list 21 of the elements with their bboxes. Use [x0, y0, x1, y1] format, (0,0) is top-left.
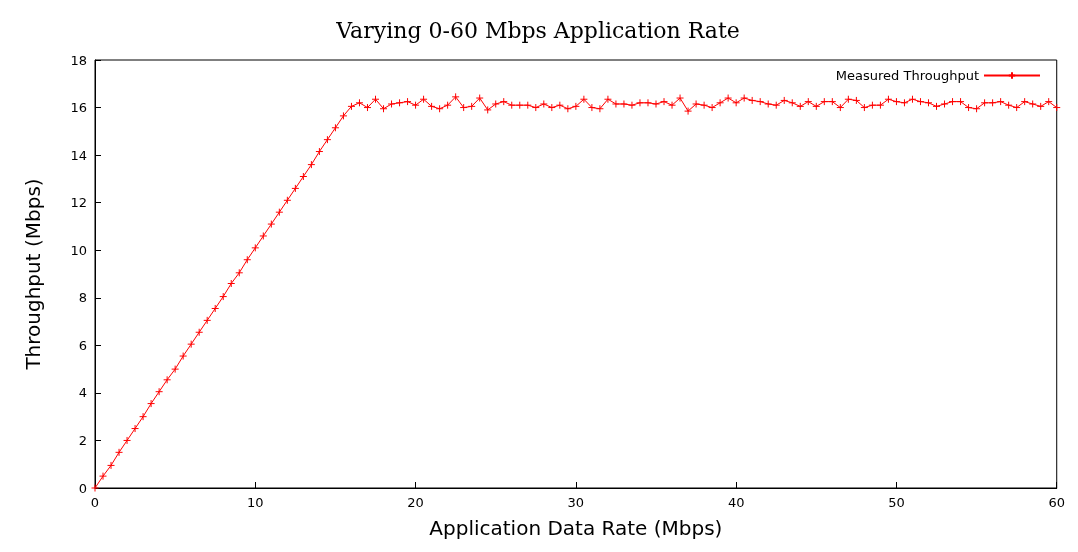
x-tick-label: 60: [1048, 495, 1065, 510]
y-tick-label: 2: [78, 432, 87, 448]
x-axis-title: Application Data Rate (Mbps): [429, 516, 723, 540]
y-tick-label: 14: [70, 147, 87, 163]
x-tick-label: 0: [90, 495, 100, 510]
y-tick-label: 6: [78, 337, 87, 353]
y-tick-label: 4: [78, 385, 87, 401]
chart-title: Varying 0-60 Mbps Application Rate: [335, 17, 740, 43]
x-tick-label: 10: [247, 495, 264, 510]
y-tick-label: 18: [70, 52, 87, 68]
legend-label: Measured Throughput: [835, 68, 979, 83]
y-tick-label: 0: [78, 480, 87, 496]
y-tick-label: 8: [78, 290, 87, 306]
y-tick-label: 10: [70, 242, 87, 258]
x-tick-label: 20: [407, 495, 424, 510]
y-tick-label: 12: [70, 195, 87, 211]
x-tick-label: 50: [888, 495, 905, 510]
x-tick-label: 30: [567, 495, 585, 510]
y-tick-label: 16: [70, 100, 87, 116]
y-axis-title: Throughput (Mbps): [21, 178, 45, 371]
x-tick-label: 40: [727, 495, 745, 510]
